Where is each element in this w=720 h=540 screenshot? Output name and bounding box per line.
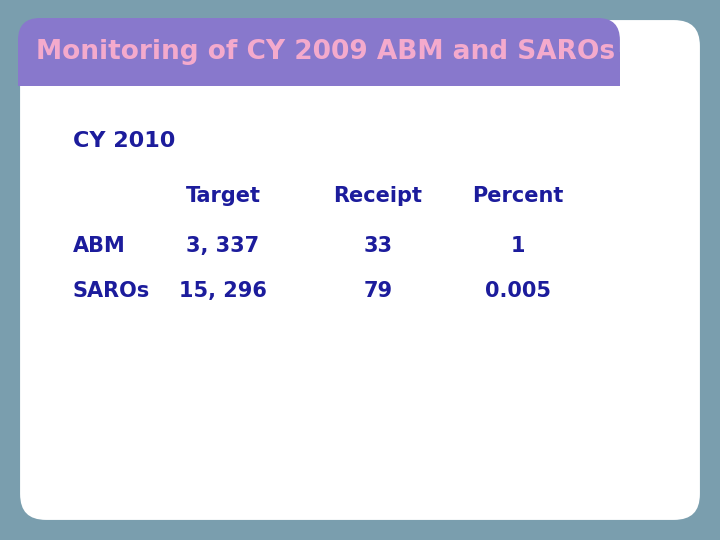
Bar — [18, 52, 620, 86]
Text: CY 2010: CY 2010 — [73, 131, 176, 151]
Text: 0.005: 0.005 — [485, 281, 551, 301]
Text: Target: Target — [186, 186, 261, 206]
Text: Monitoring of CY 2009 ABM and SAROs: Monitoring of CY 2009 ABM and SAROs — [36, 39, 615, 65]
FancyBboxPatch shape — [18, 18, 702, 522]
Text: ABM: ABM — [73, 236, 126, 256]
FancyBboxPatch shape — [18, 18, 620, 86]
Text: 33: 33 — [364, 236, 392, 256]
Text: 79: 79 — [364, 281, 392, 301]
Text: 3, 337: 3, 337 — [186, 236, 260, 256]
Text: Percent: Percent — [472, 186, 564, 206]
Text: SAROs: SAROs — [73, 281, 150, 301]
Text: 15, 296: 15, 296 — [179, 281, 267, 301]
Text: 1: 1 — [510, 236, 526, 256]
Text: Receipt: Receipt — [333, 186, 423, 206]
